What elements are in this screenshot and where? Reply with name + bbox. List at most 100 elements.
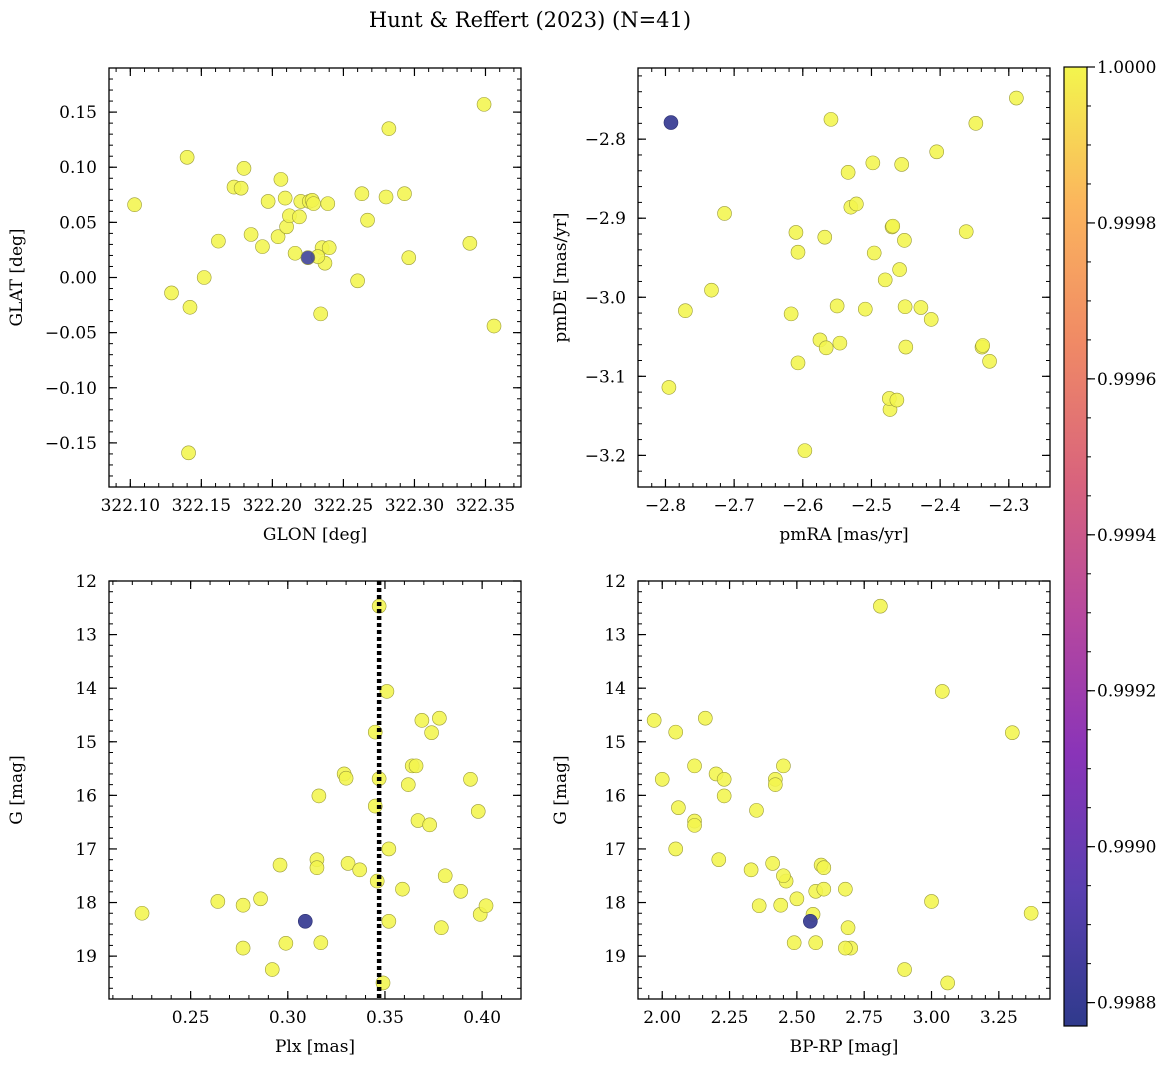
colorbar-tick-label: 0.9992 [1097, 682, 1156, 702]
y-tick-label: 16 [75, 786, 97, 806]
scatter-point [243, 227, 259, 242]
scatter-point [892, 262, 907, 277]
scatter-point [414, 713, 430, 728]
x-tick-label: −2.5 [851, 496, 892, 516]
scatter-point [889, 392, 905, 408]
scatter-point [381, 913, 397, 929]
y-tick-label: 18 [604, 894, 626, 914]
scatter-point [260, 194, 276, 209]
scatter-point [270, 229, 286, 245]
scatter-point [401, 250, 417, 265]
scatter-point [968, 116, 984, 131]
panels: 322.10 322.15 322.20 322.25 322.30 322.35 −0.1… [7, 67, 1051, 1057]
x-tick-label: −2.6 [782, 496, 823, 516]
minor-ticks [637, 68, 1051, 488]
scatter-point [865, 155, 881, 171]
scatter-point [958, 224, 974, 239]
scatter-point [816, 881, 832, 897]
scatter-point [668, 724, 683, 740]
x-tick-label: 3.00 [913, 1008, 951, 1028]
colorbar-gradient [1063, 66, 1088, 1027]
y-tick-label: 12 [75, 572, 97, 592]
scatter-point [687, 758, 702, 774]
y-tick-label: 19 [75, 947, 97, 967]
scatter-point-low-prob [663, 115, 679, 130]
scatter-point [654, 771, 670, 787]
scatter-point [797, 443, 813, 458]
scatter-point [838, 940, 853, 956]
scatter-point [432, 710, 447, 726]
panel-bprp-g: 2.00 2.25 2.50 2.75 3.00 3.25 12 13 14 15 16 17 18 19… [551, 572, 1051, 1057]
x-axis-label: BP-RP [mag] [790, 1037, 899, 1057]
minor-ticks [638, 580, 1050, 1000]
axes-frame [108, 67, 522, 488]
axes-frame [637, 67, 1051, 488]
scatter-point [786, 935, 802, 951]
scatter-point [463, 771, 478, 787]
x-tick-label: 0.25 [172, 1008, 210, 1028]
scatter-point [255, 239, 270, 254]
scatter-point [698, 710, 713, 726]
colorbar: 0.9988 0.9990 0.9992 0.9994 0.9996 0.9998 1.00… [1063, 58, 1156, 1027]
scatter-point [367, 798, 383, 814]
x-tick-label: 0.40 [463, 1008, 501, 1028]
scatter-point-low-prob [803, 913, 818, 929]
x-axis-label: Plx [mas] [275, 1037, 355, 1057]
y-tick-label: 0.05 [59, 213, 97, 233]
scatter-point [817, 229, 833, 245]
y-tick-label: 17 [604, 840, 626, 860]
x-tick-label: −2.3 [988, 496, 1029, 516]
y-tick-label: 0.10 [59, 158, 97, 178]
scatter-point [371, 598, 387, 614]
scatter-point [897, 233, 912, 248]
colorbar-tick-label: 0.9990 [1097, 838, 1156, 858]
minor-ticks [109, 67, 521, 488]
scatter-point [352, 862, 367, 878]
scatter-point [671, 800, 686, 815]
x-tick-label: −2.8 [645, 496, 686, 516]
scatter-point [765, 856, 780, 871]
scatter-point [164, 285, 179, 301]
scatter-point [321, 240, 337, 256]
y-tick-label: 15 [75, 733, 97, 753]
y-axis-label: G [mag] [551, 755, 571, 824]
scatter-point [340, 856, 356, 871]
y-tick-label: −0.05 [45, 324, 97, 344]
scatter-point [687, 818, 702, 833]
scatter-point [776, 868, 791, 884]
scatter-point [711, 852, 727, 867]
x-tick-label: 3.25 [980, 1008, 1018, 1028]
scatter-point [717, 206, 732, 221]
x-tick-label: 322.15 [172, 496, 231, 516]
scatter-point [829, 298, 845, 314]
scatter-point [924, 894, 939, 909]
x-tick-label: 322.25 [314, 496, 373, 516]
scatter-point [278, 935, 294, 951]
scatter-point [716, 788, 732, 804]
scatter-point [422, 817, 437, 833]
scatter-point [704, 282, 719, 298]
scatter-point [381, 121, 397, 136]
x-tick-label: 322.20 [243, 496, 302, 516]
x-tick-label: 322.30 [385, 496, 444, 516]
scatter-point [716, 771, 732, 787]
panel-pmra-pmde: −2.8 −2.7 −2.6 −2.5 −2.4 −2.3 −3.2 −3.1 −3.0 −2.9… [551, 67, 1051, 545]
scatter-point [360, 212, 375, 228]
scatter-point [923, 312, 939, 327]
scatter-point [913, 300, 929, 315]
scatter-point [277, 190, 293, 206]
scatter-point [788, 225, 804, 240]
scatter-point [233, 180, 249, 196]
scatter-point [395, 881, 410, 897]
scatter-point [885, 218, 901, 234]
y-tick-label: 14 [604, 679, 626, 699]
y-tick-label: 16 [604, 786, 626, 806]
scatter-point [790, 244, 806, 260]
scatter-point [375, 975, 391, 991]
scatter-point [743, 862, 759, 878]
y-tick-label: 0.15 [59, 103, 97, 123]
scatter-point [849, 196, 864, 212]
axes-frame [108, 580, 522, 1000]
y-tick-label: −3.2 [585, 446, 626, 466]
